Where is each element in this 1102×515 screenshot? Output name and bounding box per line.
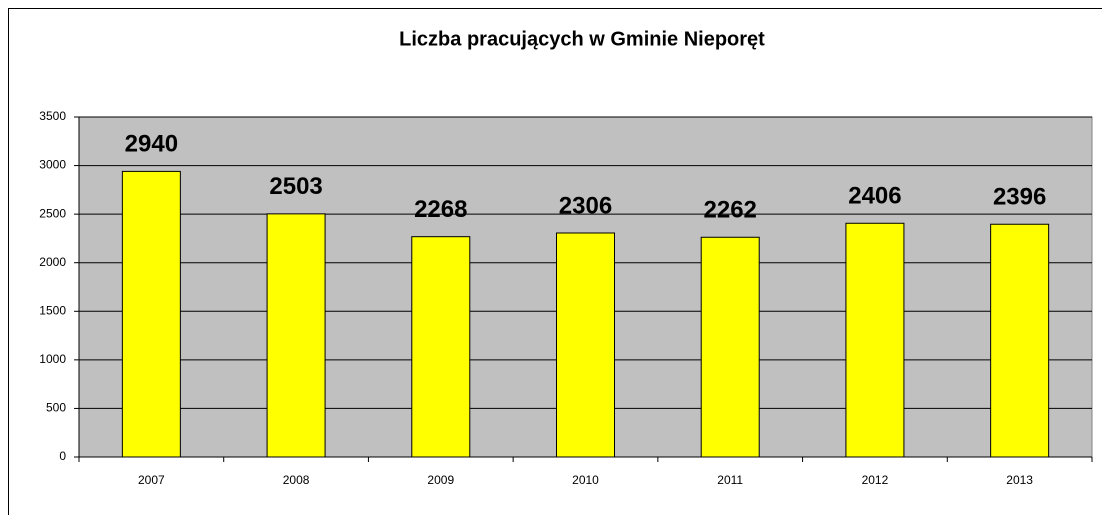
data-label: 2940 [125, 131, 178, 158]
bar [990, 223, 1050, 458]
x-tick-label: 2009 [427, 473, 454, 487]
bar [700, 236, 760, 458]
y-tick-label: 3000 [39, 158, 66, 172]
y-tick-label: 2500 [39, 206, 66, 220]
bar [845, 222, 905, 458]
data-label: 2406 [848, 183, 901, 210]
bar [411, 236, 471, 458]
x-tick-label: 2013 [1006, 473, 1033, 487]
bar [266, 213, 326, 458]
y-tick-label: 0 [59, 449, 66, 463]
data-label: 2396 [993, 184, 1046, 211]
y-tick-label: 1500 [39, 303, 66, 317]
chart-title: Liczba pracujących w Gminie Nieporęt [399, 28, 765, 50]
bar [556, 232, 615, 458]
y-tick-label: 1000 [39, 352, 66, 366]
x-tick-label: 2010 [572, 473, 599, 487]
y-tick-label: 3500 [39, 109, 66, 123]
x-tick-label: 2008 [283, 473, 310, 487]
y-tick-label: 500 [46, 401, 66, 415]
x-tick-label: 2007 [138, 473, 165, 487]
data-label: 2268 [414, 196, 467, 223]
x-tick-label: 2012 [862, 473, 889, 487]
data-label: 2306 [559, 192, 612, 219]
y-tick-label: 2000 [39, 255, 66, 269]
bar [121, 170, 181, 458]
x-tick-label: 2011 [717, 473, 743, 487]
data-label: 2503 [269, 173, 322, 200]
data-label: 2262 [704, 197, 757, 224]
